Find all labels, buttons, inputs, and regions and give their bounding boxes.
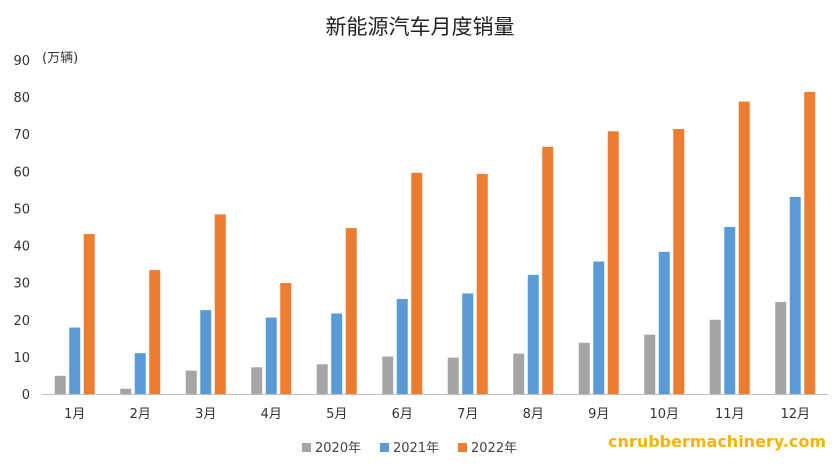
bar-2021年-9月 [593, 261, 605, 394]
bar-2020年-3月 [185, 370, 197, 394]
bar-2020年-12月 [775, 301, 787, 394]
bar-2020年-8月 [513, 353, 525, 394]
y-tick-label: 40 [13, 240, 30, 255]
bar-2022年-5月 [345, 228, 357, 394]
bar-2021年-12月 [789, 196, 801, 394]
x-axis: 1月 2月 3月 4月 5月 6月 7月 8月 9月 10月 11月 12月 [64, 407, 810, 422]
legend: 2020年 2021年 2022年 [302, 441, 517, 456]
legend-label: 2020年 [315, 441, 361, 456]
bar-2022年-2月 [149, 270, 161, 394]
bar-2022年-7月 [476, 173, 488, 394]
bar-2022年-6月 [411, 172, 423, 394]
legend-swatch [302, 443, 311, 452]
legend-label: 2021年 [393, 441, 439, 456]
x-tick-label: 2月 [130, 407, 151, 422]
y-tick-label: 10 [13, 351, 30, 366]
x-tick-label: 6月 [392, 407, 413, 422]
bar-2022年-8月 [542, 146, 554, 394]
x-tick-label: 9月 [588, 407, 609, 422]
x-tick-label: 1月 [64, 407, 85, 422]
bar-2022年-1月 [83, 234, 95, 394]
legend-swatch [380, 443, 389, 452]
legend-swatch [458, 443, 467, 452]
bar-2020年-4月 [251, 367, 263, 394]
y-tick-label: 80 [13, 91, 30, 106]
y-tick-label: 30 [13, 277, 30, 292]
y-axis: 0 10 20 30 40 50 60 70 80 90 [13, 54, 30, 403]
bar-2021年-5月 [331, 313, 343, 394]
bar-2022年-3月 [214, 214, 226, 394]
watermark: cnrubbermachinery.com [608, 432, 826, 451]
bar-2021年-2月 [134, 353, 146, 394]
y-tick-label: 90 [13, 54, 30, 69]
bar-2020年-7月 [447, 357, 459, 394]
bar-2020年-1月 [54, 375, 66, 394]
unit-label: (万辆) [42, 51, 78, 66]
y-tick-label: 0 [22, 388, 30, 403]
bar-2021年-10月 [658, 251, 670, 394]
x-tick-label: 5月 [326, 407, 347, 422]
bar-2021年-8月 [527, 274, 539, 394]
x-tick-label: 12月 [780, 407, 810, 422]
bar-2020年-6月 [382, 356, 394, 394]
bars-group [54, 91, 816, 395]
y-tick-label: 20 [13, 314, 30, 329]
bar-2022年-10月 [673, 129, 685, 394]
chart-title: 新能源汽车月度销量 [326, 15, 515, 39]
legend-label: 2022年 [471, 441, 517, 456]
x-tick-label: 10月 [649, 407, 679, 422]
bar-2021年-7月 [462, 293, 474, 394]
bar-2021年-6月 [396, 299, 408, 394]
bar-2021年-3月 [200, 310, 212, 394]
y-tick-label: 70 [13, 128, 30, 143]
bar-2021年-4月 [265, 317, 277, 394]
bar-2021年-1月 [69, 327, 81, 394]
y-tick-label: 50 [13, 202, 30, 217]
x-tick-label: 3月 [195, 407, 216, 422]
x-tick-label: 7月 [457, 407, 478, 422]
bar-2022年-12月 [804, 91, 816, 395]
bar-2020年-11月 [709, 319, 721, 394]
bar-2020年-10月 [644, 334, 656, 394]
x-tick-label: 8月 [523, 407, 544, 422]
bar-2022年-4月 [280, 283, 292, 394]
bar-2020年-2月 [120, 388, 132, 394]
bar-2022年-11月 [738, 101, 750, 394]
x-tick-label: 11月 [715, 407, 745, 422]
bar-2021年-11月 [724, 227, 736, 394]
y-tick-label: 60 [13, 165, 30, 180]
x-tick-label: 4月 [261, 407, 282, 422]
bar-2022年-9月 [607, 131, 619, 394]
bar-2020年-5月 [316, 364, 328, 394]
bar-2020年-9月 [578, 342, 590, 394]
